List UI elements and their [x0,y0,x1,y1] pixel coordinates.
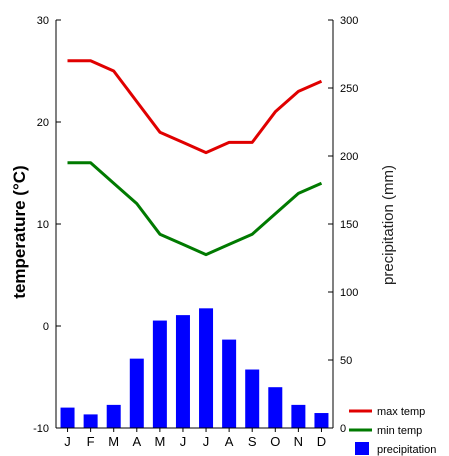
min-temp-line [67,161,323,257]
precipitation-bar [175,315,190,428]
precipitation-bar [291,404,306,428]
month-label: D [317,434,326,449]
precipitation-bar [245,369,260,428]
legend-max-temp-label: max temp [377,406,425,418]
precipitation-bar [268,387,283,428]
month-label: O [270,434,280,449]
month-label: M [108,434,119,449]
legend-precipitation-label: precipitation [377,444,436,456]
legend-precipitation-swatch [355,442,369,455]
left-tick-labels: 30 20 10 0 -10 [33,15,61,435]
legend: max temp min temp precipitation [349,406,436,456]
legend-min-temp-label: min temp [377,425,422,437]
temperature-lines [67,59,323,257]
left-tick-label: 10 [37,219,49,231]
left-axis-label: temperature (°C) [10,165,29,298]
left-tick-label: 0 [43,321,49,333]
right-tick-label: 100 [340,287,358,299]
left-tick-label: 30 [37,15,49,27]
precipitation-bar [199,308,214,428]
right-tick-label: 200 [340,151,358,163]
precipitation-bars [60,308,329,428]
right-axis-label: precipitation (mm) [380,165,397,285]
month-label: M [154,434,165,449]
month-label: J [64,434,71,449]
right-tick-labels: 300 250 200 150 100 50 0 [328,15,358,435]
right-tick-label: 250 [340,83,358,95]
left-tick-label: -10 [33,423,49,435]
axes [55,20,334,429]
precipitation-bar [314,413,329,428]
month-label: N [294,434,303,449]
month-label: A [225,434,234,449]
right-tick-label: 0 [340,423,346,435]
precipitation-bar [60,407,75,428]
precipitation-bar [83,414,98,428]
month-label: F [87,434,95,449]
left-tick-label: 20 [37,117,49,129]
month-label: J [180,434,187,449]
month-label: A [132,434,141,449]
precipitation-bar [106,404,121,428]
precipitation-bar [129,358,144,428]
max-temp-line [67,59,323,155]
right-tick-label: 300 [340,15,358,27]
right-tick-label: 50 [340,355,352,367]
right-tick-label: 150 [340,219,358,231]
month-label: S [248,434,257,449]
precipitation-bar [152,320,167,428]
month-label: J [203,434,210,449]
precipitation-bar [222,339,237,428]
